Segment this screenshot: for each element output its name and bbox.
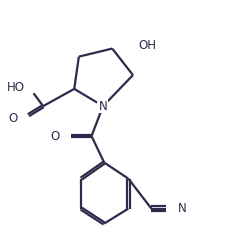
Text: OH: OH	[139, 39, 157, 52]
Text: N: N	[178, 202, 187, 215]
Text: N: N	[99, 100, 107, 113]
Text: O: O	[50, 130, 59, 143]
Text: HO: HO	[7, 81, 25, 94]
Text: O: O	[8, 112, 18, 125]
